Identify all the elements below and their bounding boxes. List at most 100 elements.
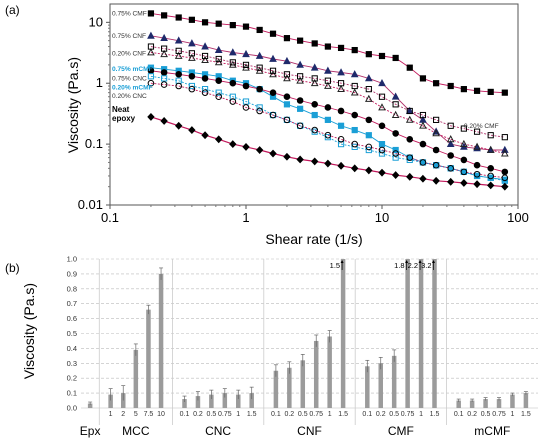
data-point [228,48,237,56]
bar-tick-label: 0.1 [271,411,281,418]
bar-tick-label: 0.5 [389,411,399,418]
data-point [296,60,304,68]
data-point [283,74,291,82]
data-point [147,31,155,39]
series-label: 0.75% CMF [112,10,147,17]
data-point [433,80,440,87]
data-point [175,71,183,78]
data-point [311,101,319,108]
bar [340,259,346,408]
data-point [201,19,209,26]
y-tick-label: 0.5 [67,329,77,338]
data-point [487,181,495,190]
data-point [392,54,399,62]
data-point [432,161,440,169]
plot-area-frame [109,3,519,206]
data-point [501,182,509,191]
bar-tick-label: 1.5 [247,411,257,418]
data-point [147,112,155,121]
bar-tick-label: 0.2 [376,411,386,418]
data-point [365,51,372,58]
series-label: 0.20% CNF [112,50,146,57]
data-point [501,174,509,182]
group-label: CNF [297,424,322,438]
data-point [351,111,359,119]
y-tick-label: 0.6 [67,314,77,323]
bar-tick-label: 1 [419,411,423,418]
bar [222,393,228,408]
y-tick-label: 0.01 [78,197,103,212]
data-point [269,30,277,37]
data-point [486,145,495,153]
data-point [242,82,250,90]
y-tick-label: 0.1 [85,136,103,151]
x-axis-title: Shear rate (1/s) [265,231,362,247]
data-point [391,110,400,118]
fit-curve [150,82,505,179]
data-point [311,75,318,82]
bar [249,393,254,408]
bar [313,340,319,408]
data-point [147,73,155,80]
bar-tick-label: 10 [157,411,165,418]
bar [327,336,332,408]
data-point [256,85,263,93]
data-point [365,143,373,151]
data-point [351,82,358,90]
data-point [174,51,183,59]
bar-tick-label: 1.5 [521,411,531,418]
data-point [432,129,440,137]
panel-a-label: (a) [5,3,20,17]
data-point [392,130,399,137]
bar-tick-label: 0.2 [284,411,294,418]
series-label: 0.20% CMF [464,123,499,130]
data-point [311,40,318,47]
group-label: CMF [388,424,414,438]
data-point [242,23,250,30]
data-point [283,152,291,161]
data-point [406,154,414,161]
data-point [283,93,291,101]
bar-tick-label: 5 [134,411,138,418]
bar [378,363,383,408]
data-point [406,64,413,71]
data-point [392,146,399,154]
data-point [351,46,358,54]
data-point [460,156,468,164]
off-scale-label: 3.2 [421,261,431,270]
rheology-chart: Shear rate (1/s) Viscosity (Pa.s) 0.1 1 10… [65,3,529,247]
data-point [147,43,155,50]
series-label: epoxy [112,114,136,123]
data-point [419,111,427,119]
data-point [392,101,399,108]
data-point [392,150,399,157]
data-point [297,73,304,80]
bar-tick-label: 1 [511,411,515,418]
data-point [350,88,359,96]
data-point [269,111,277,119]
bar-tick-label: 0.75 [309,411,323,418]
data-point [337,122,345,129]
data-point [337,135,345,143]
data-point [201,86,209,93]
data-point [147,10,155,17]
data-point [296,122,304,130]
data-point [432,146,440,154]
data-point [229,22,236,29]
data-point [391,171,400,180]
data-point [188,82,195,90]
off-scale-arrowhead [340,260,344,263]
bar [273,370,279,408]
data-point [365,116,373,124]
data-point [283,56,291,65]
y-tick-label: 0.7 [67,299,77,308]
bar [483,399,488,408]
bar [146,309,151,408]
data-point [201,42,209,50]
panel-b-label: (b) [5,261,20,275]
data-point [161,12,168,19]
data-point [175,82,183,90]
data-point [364,94,373,102]
off-scale-label: 1.5 [330,261,340,270]
fit-curve [150,52,505,154]
